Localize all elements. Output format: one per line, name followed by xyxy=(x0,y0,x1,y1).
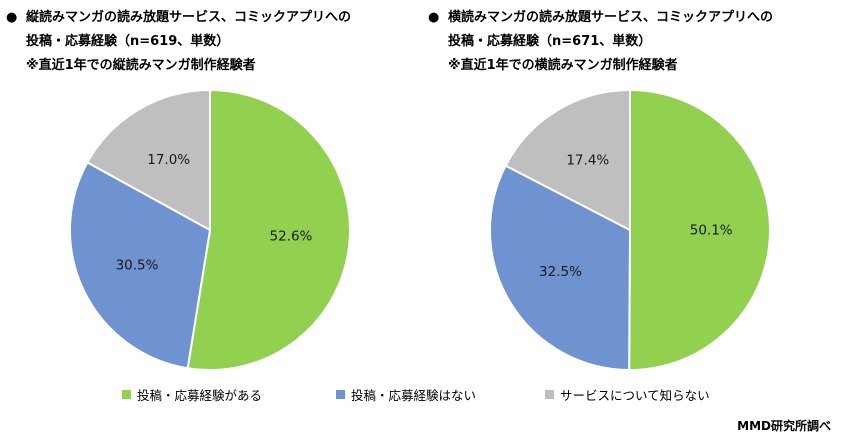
bullet-icon: ● xyxy=(6,10,18,25)
title-line-2: 投稿・応募経験（n=619、単数） xyxy=(26,34,230,49)
title-line-3: ※直近1年での横読みマンガ制作経験者 xyxy=(448,58,678,73)
slice-no-experience xyxy=(69,161,212,370)
chart-title-line: ● 縦読みマンガの読み放題サービス、コミックアプリへの xyxy=(6,6,351,30)
slice-value-label: 52.6% xyxy=(269,228,312,244)
pie-chart-right: 50.1% 32.5% 17.4% xyxy=(489,88,771,372)
chart-title-right: ● 横読みマンガの読み放題サービス、コミックアプリへの 投稿・応募経験（n=671… xyxy=(428,6,773,78)
legend-item-no-experience: 投稿・応募経験はない xyxy=(336,385,476,404)
title-line-1: 横読みマンガの読み放題サービス、コミックアプリへの xyxy=(448,10,774,25)
legend-item-unaware: サービスについて知らない xyxy=(545,385,710,404)
legend: 投稿・応募経験がある 投稿・応募経験はない サービスについて知らない xyxy=(0,385,843,405)
chart-title-line: ● 横読みマンガの読み放題サービス、コミックアプリへの xyxy=(428,6,773,30)
slice-value-label: 17.0% xyxy=(147,152,190,168)
slice-has-experience xyxy=(186,88,351,371)
source-note: MMD研究所調べ xyxy=(737,419,831,433)
slice-has-experience xyxy=(628,88,771,371)
legend-label: サービスについて知らない xyxy=(560,388,710,403)
slice-unaware xyxy=(504,88,631,232)
title-line-2: 投稿・応募経験（n=671、単数） xyxy=(448,34,652,49)
title-line-3: ※直近1年での縦読みマンガ制作経験者 xyxy=(26,58,256,73)
slice-value-label: 50.1% xyxy=(690,222,733,238)
legend-label: 投稿・応募経験はない xyxy=(351,388,477,403)
legend-item-has-experience: 投稿・応募経験がある xyxy=(122,385,262,404)
slice-no-experience xyxy=(489,164,632,372)
legend-swatch xyxy=(545,390,554,399)
legend-swatch xyxy=(122,390,131,399)
slice-unaware xyxy=(86,88,211,232)
bullet-icon: ● xyxy=(428,10,440,25)
legend-label: 投稿・応募経験がある xyxy=(137,388,263,403)
legend-swatch xyxy=(336,390,345,399)
chart-title-left: ● 縦読みマンガの読み放題サービス、コミックアプリへの 投稿・応募経験（n=619… xyxy=(6,6,351,78)
slice-value-label: 32.5% xyxy=(539,264,582,280)
slice-value-label: 30.5% xyxy=(116,258,159,274)
title-line-1: 縦読みマンガの読み放題サービス、コミックアプリへの xyxy=(26,10,352,25)
slice-value-label: 17.4% xyxy=(566,153,609,169)
pie-chart-left: 52.6% 30.5% 17.0% xyxy=(69,88,351,371)
